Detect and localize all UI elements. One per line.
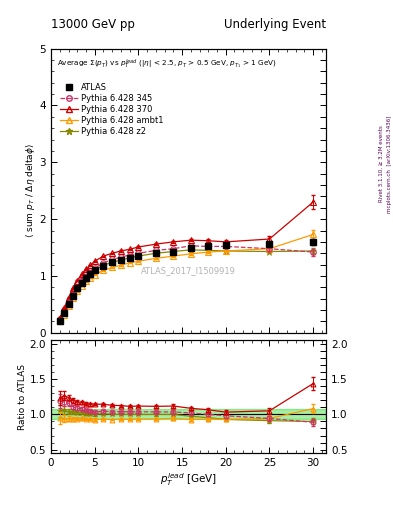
X-axis label: $p_T^{lead}$ [GeV]: $p_T^{lead}$ [GeV] [160,471,217,487]
Legend: ATLAS, Pythia 6.428 345, Pythia 6.428 370, Pythia 6.428 ambt1, Pythia 6.428 z2: ATLAS, Pythia 6.428 345, Pythia 6.428 37… [58,81,165,138]
Y-axis label: $\langle$ sum $p_T$ / $\Delta\eta$ delta$\phi\rangle$: $\langle$ sum $p_T$ / $\Delta\eta$ delta… [24,143,37,238]
Text: Rivet 3.1.10, ≥ 3.2M events: Rivet 3.1.10, ≥ 3.2M events [379,125,384,202]
Bar [51,410,326,419]
Text: 13000 GeV pp: 13000 GeV pp [51,18,135,31]
Text: Underlying Event: Underlying Event [224,18,326,31]
Text: ATLAS_2017_I1509919: ATLAS_2017_I1509919 [141,266,236,275]
Text: Average $\Sigma(p_T)$ vs $p_T^{lead}$ ($|\eta|$ < 2.5, $p_T$ > 0.5 GeV, $p_{T_1}: Average $\Sigma(p_T)$ vs $p_T^{lead}$ ($… [57,57,277,71]
Y-axis label: Ratio to ATLAS: Ratio to ATLAS [18,364,27,430]
Text: mcplots.cern.ch  [arXiv:1306.3436]: mcplots.cern.ch [arXiv:1306.3436] [387,115,391,212]
